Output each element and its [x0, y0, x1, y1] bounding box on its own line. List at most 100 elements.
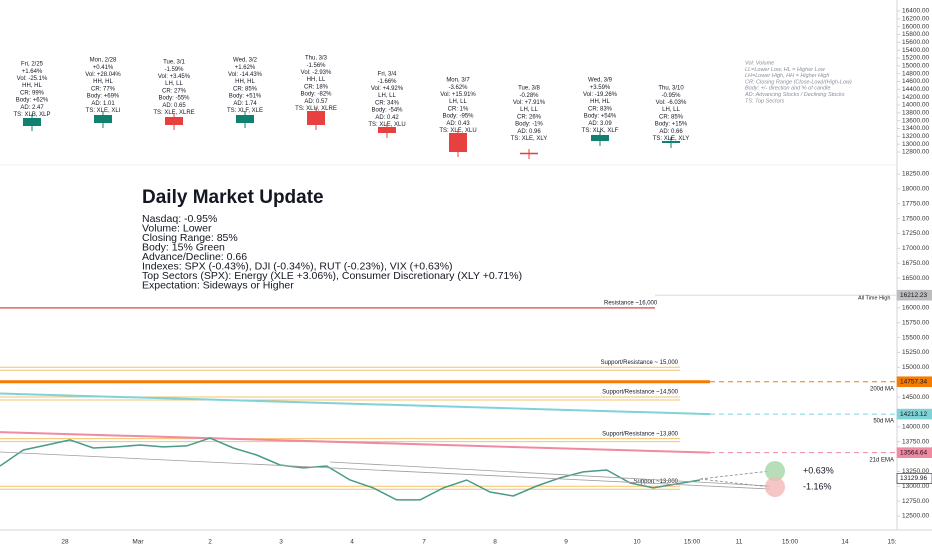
card-line: Body: -55%: [158, 96, 190, 102]
y-tick-label: 16200.00: [902, 16, 929, 23]
card-line: Vol: +7.91%: [513, 100, 546, 106]
level-label: Resistance ~16,000: [604, 300, 658, 306]
card-line: Vol: -25.1%: [17, 76, 48, 82]
card-line: AD: 1.74: [233, 101, 257, 107]
trendline: [0, 451, 771, 490]
y-tick-label: 14400.00: [902, 86, 929, 93]
y-tick-label: 16000.00: [902, 23, 929, 30]
x-tick-label: Mar: [132, 539, 144, 546]
card-line: AD: 0.43: [446, 121, 470, 127]
card-line: Thu, 3/10: [658, 86, 684, 92]
card-line: -0.95%: [661, 93, 681, 99]
x-tick-label: 10: [633, 539, 641, 546]
card-line: LH, LL: [662, 107, 680, 113]
y-tick-label: 16750.00: [902, 260, 929, 267]
card-line: TS: XLK, XLF: [582, 128, 619, 134]
card-line: AD: 3.09: [588, 121, 612, 127]
level-label: Support/Resistance ~ 15,000: [600, 360, 678, 366]
card-line: Vol: +3.45%: [158, 74, 191, 80]
y-tick-label: 18250.00: [902, 171, 929, 178]
price-tag-label: 13564.64: [900, 449, 927, 456]
card-line: Body: +54%: [584, 114, 617, 120]
y-tick-label: 14500.00: [902, 394, 929, 401]
candle-body: [94, 115, 112, 123]
y-tick-label: 17000.00: [902, 245, 929, 252]
level-label: Support/Resistance ~14,500: [602, 390, 679, 396]
card-line: Vol: +4.92%: [371, 86, 404, 92]
ma-label: 200d MA: [870, 386, 894, 392]
price-tag: [896, 289, 932, 301]
y-tick-label: 15750.00: [902, 319, 929, 326]
legend-note: Vol: Volume: [745, 60, 774, 66]
y-tick-label: 13000.00: [902, 483, 929, 490]
card-line: CR: 26%: [517, 114, 542, 120]
y-tick-label: 16000.00: [902, 305, 929, 312]
price-tag: [896, 447, 932, 458]
card-line: Body: +69%: [87, 94, 120, 100]
ath-label: All Time High: [858, 296, 890, 302]
card-line: Fri, 3/4: [378, 72, 397, 78]
y-tick-label: 14000.00: [902, 424, 929, 431]
projection-label: -1.16%: [803, 481, 832, 491]
price-tag-label: 14213.12: [900, 411, 927, 418]
y-tick-label: 12800.00: [902, 149, 929, 156]
y-tick-label: 17250.00: [902, 230, 929, 237]
x-tick-label: 9: [564, 539, 568, 546]
y-tick-label: 14600.00: [902, 78, 929, 85]
price-line: [0, 437, 701, 501]
projection-line: [699, 470, 771, 480]
candle-body: [378, 127, 396, 133]
price-tag: [896, 408, 932, 420]
y-tick-label: 15500.00: [902, 334, 929, 341]
y-tick-label: 15400.00: [902, 47, 929, 54]
y-tick-label: 14800.00: [902, 70, 929, 77]
level-label: Support/Resistance ~13,800: [602, 431, 679, 437]
projection-line: [699, 478, 771, 488]
candle-body: [591, 135, 609, 141]
y-tick-label: 12500.00: [902, 513, 929, 520]
ma-line: [0, 431, 711, 454]
card-line: AD: 1.01: [91, 101, 115, 107]
candle-body: [449, 133, 467, 152]
card-line: Body: -95%: [442, 114, 474, 120]
card-line: AD: 0.57: [304, 99, 328, 105]
card-line: Vol: -19.26%: [583, 92, 618, 98]
card-line: Mon, 3/7: [446, 78, 470, 84]
card-line: Mon, 2/28: [90, 58, 117, 64]
y-tick-label: 13600.00: [902, 117, 929, 124]
x-tick-label: 15:00: [782, 539, 799, 546]
y-tick-label: 16400.00: [902, 8, 929, 15]
card-line: TS: XLE, XLY: [511, 136, 548, 142]
card-line: AD: 0.42: [375, 115, 399, 121]
card-line: Wed, 3/2: [233, 58, 258, 64]
chart-title: Daily Market Update: [142, 187, 324, 208]
card-line: HH, HL: [22, 83, 42, 89]
card-line: AD: 0.66: [659, 129, 683, 135]
legend-note: Body: +/- direction and % of candle: [745, 86, 830, 92]
card-line: HH, HL: [93, 79, 113, 85]
card-line: CR: 1%: [448, 106, 469, 112]
card-line: Vol: -2.93%: [301, 70, 332, 76]
price-tag: [896, 473, 932, 484]
x-tick-label: 4: [350, 539, 354, 546]
x-tick-label: 11: [736, 539, 743, 546]
card-line: Tue, 3/1: [163, 60, 185, 66]
y-tick-label: 13400.00: [902, 125, 929, 132]
card-line: HH, HL: [235, 79, 255, 85]
projection-label: +0.63%: [803, 465, 834, 475]
card-line: +1.62%: [235, 65, 256, 71]
card-line: Vol: +15.91%: [440, 92, 476, 98]
projection-marker: [765, 477, 785, 497]
y-tick-label: 13000.00: [902, 141, 929, 148]
price-tag-label: 13129.96: [900, 475, 927, 482]
candle-body: [165, 117, 183, 125]
y-tick-label: 15000.00: [902, 364, 929, 371]
legend-note: AD: Advancing Stocks / Declining Stocks: [744, 92, 845, 98]
price-tag: [896, 376, 932, 388]
y-tick-label: 18000.00: [902, 186, 929, 193]
card-line: HH, LL: [307, 77, 326, 83]
card-line: -1.56%: [306, 63, 326, 69]
card-line: AD: 0.65: [162, 103, 186, 109]
x-tick-label: 8: [493, 539, 497, 546]
legend-note: CR: Closing Range (Close-Low)/(High-Low): [745, 79, 852, 85]
